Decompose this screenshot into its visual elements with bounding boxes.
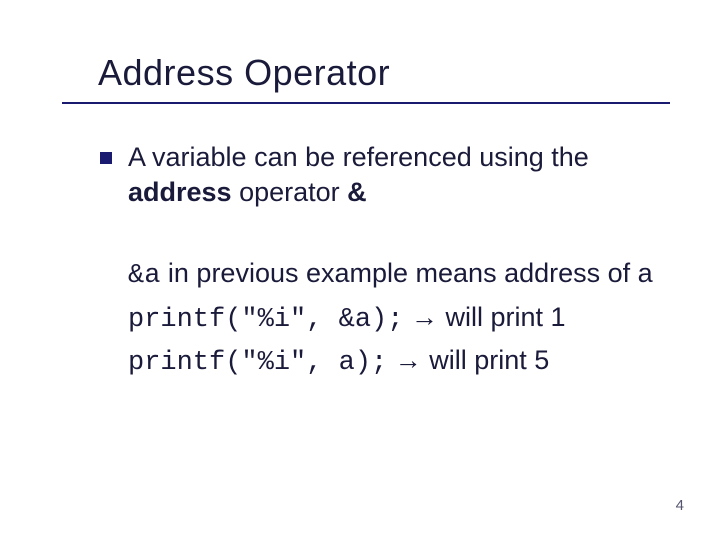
- slide: Address Operator A variable can be refer…: [0, 0, 720, 540]
- code-text: &a: [128, 261, 160, 291]
- slide-title: Address Operator: [98, 52, 660, 94]
- example-line-1: &a in previous example means address of …: [128, 253, 660, 297]
- text-fragment: in previous example means address of a: [160, 258, 652, 288]
- arrow-icon: →: [387, 345, 429, 375]
- code-text: printf("%i", a);: [128, 348, 387, 378]
- bullet-item: A variable can be referenced using the a…: [100, 140, 660, 209]
- text-bold: address: [128, 177, 232, 207]
- text-fragment: operator: [232, 177, 348, 207]
- square-bullet-icon: [100, 152, 112, 164]
- bullet-text: A variable can be referenced using the a…: [128, 140, 660, 209]
- page-number: 4: [676, 497, 684, 514]
- example-line-2: printf("%i", &a); → will print 1: [128, 297, 660, 341]
- arrow-icon: →: [403, 302, 445, 332]
- text-fragment: will print 5: [429, 345, 549, 375]
- text-bold: &: [347, 177, 367, 207]
- example-line-3: printf("%i", a); → will print 5: [128, 340, 660, 384]
- text-fragment: A variable can be referenced using the: [128, 142, 589, 172]
- code-text: printf("%i", &a);: [128, 305, 403, 335]
- example-block: &a in previous example means address of …: [128, 253, 660, 384]
- title-underline: [62, 102, 670, 104]
- text-fragment: will print 1: [445, 302, 565, 332]
